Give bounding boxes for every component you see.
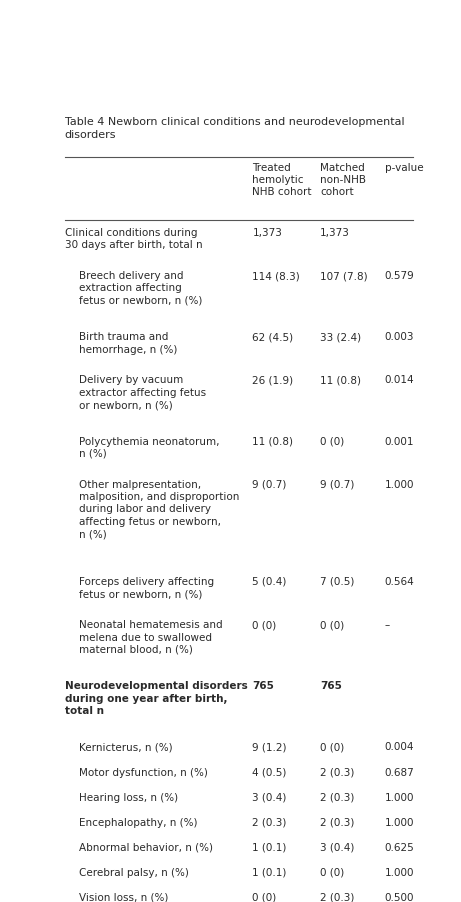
Text: 0.625: 0.625 xyxy=(384,842,414,851)
Text: Polycythemia neonatorum,
n (%): Polycythemia neonatorum, n (%) xyxy=(79,436,219,458)
Text: Clinical conditions during
30 days after birth, total n: Clinical conditions during 30 days after… xyxy=(65,227,202,250)
Text: 3 (0.4): 3 (0.4) xyxy=(320,842,355,851)
Text: 9 (0.7): 9 (0.7) xyxy=(252,479,287,489)
Text: 9 (0.7): 9 (0.7) xyxy=(320,479,355,489)
Text: 107 (7.8): 107 (7.8) xyxy=(320,271,368,281)
Text: 0.014: 0.014 xyxy=(384,375,414,385)
Text: 2 (0.3): 2 (0.3) xyxy=(320,792,355,802)
Text: 0.687: 0.687 xyxy=(384,767,414,777)
Text: 0.500: 0.500 xyxy=(384,892,414,902)
Text: 0.003: 0.003 xyxy=(384,332,414,342)
Text: 1.000: 1.000 xyxy=(384,792,414,802)
Text: 1,373: 1,373 xyxy=(320,227,350,238)
Text: Encephalopathy, n (%): Encephalopathy, n (%) xyxy=(79,816,198,826)
Text: Treated
hemolytic
NHB cohort: Treated hemolytic NHB cohort xyxy=(252,162,312,198)
Text: Kernicterus, n (%): Kernicterus, n (%) xyxy=(79,741,173,751)
Text: 5 (0.4): 5 (0.4) xyxy=(252,576,287,586)
Text: 0 (0): 0 (0) xyxy=(252,892,277,902)
Text: 4 (0.5): 4 (0.5) xyxy=(252,767,287,777)
Text: Cerebral palsy, n (%): Cerebral palsy, n (%) xyxy=(79,867,189,877)
Text: Neonatal hematemesis and
melena due to swallowed
maternal blood, n (%): Neonatal hematemesis and melena due to s… xyxy=(79,620,223,654)
Text: 0.001: 0.001 xyxy=(384,436,414,446)
Text: 765: 765 xyxy=(320,680,342,691)
Text: 1.000: 1.000 xyxy=(384,479,414,489)
Text: 0 (0): 0 (0) xyxy=(320,741,344,751)
Text: 62 (4.5): 62 (4.5) xyxy=(252,332,294,342)
Text: 7 (0.5): 7 (0.5) xyxy=(320,576,355,586)
Text: 0 (0): 0 (0) xyxy=(320,867,344,877)
Text: Table 4 Newborn clinical conditions and neurodevelopmental
disorders: Table 4 Newborn clinical conditions and … xyxy=(65,117,404,140)
Text: 33 (2.4): 33 (2.4) xyxy=(320,332,361,342)
Text: Abnormal behavior, n (%): Abnormal behavior, n (%) xyxy=(79,842,213,851)
Text: 0.579: 0.579 xyxy=(384,271,414,281)
Text: 0.004: 0.004 xyxy=(384,741,414,751)
Text: 0 (0): 0 (0) xyxy=(252,620,277,630)
Text: Delivery by vacuum
extractor affecting fetus
or newborn, n (%): Delivery by vacuum extractor affecting f… xyxy=(79,375,206,410)
Text: 9 (1.2): 9 (1.2) xyxy=(252,741,287,751)
Text: 3 (0.4): 3 (0.4) xyxy=(252,792,287,802)
Text: –: – xyxy=(384,620,390,630)
Text: 2 (0.3): 2 (0.3) xyxy=(320,816,355,826)
Text: Breech delivery and
extraction affecting
fetus or newborn, n (%): Breech delivery and extraction affecting… xyxy=(79,271,202,306)
Text: 1.000: 1.000 xyxy=(384,867,414,877)
Text: 2 (0.3): 2 (0.3) xyxy=(252,816,287,826)
Text: 1,373: 1,373 xyxy=(252,227,282,238)
Text: Other malpresentation,
malposition, and disproportion
during labor and delivery
: Other malpresentation, malposition, and … xyxy=(79,479,239,538)
Text: 2 (0.3): 2 (0.3) xyxy=(320,767,355,777)
Text: 26 (1.9): 26 (1.9) xyxy=(252,375,294,385)
Text: 2 (0.3): 2 (0.3) xyxy=(320,892,355,902)
Text: 0.564: 0.564 xyxy=(384,576,414,586)
Text: 1 (0.1): 1 (0.1) xyxy=(252,842,287,851)
Text: Vision loss, n (%): Vision loss, n (%) xyxy=(79,892,168,902)
Text: Neurodevelopmental disorders
during one year after birth,
total n: Neurodevelopmental disorders during one … xyxy=(65,680,248,715)
Text: 1.000: 1.000 xyxy=(384,816,414,826)
Text: 11 (0.8): 11 (0.8) xyxy=(320,375,361,385)
Text: 1 (0.1): 1 (0.1) xyxy=(252,867,287,877)
Text: 0 (0): 0 (0) xyxy=(320,620,344,630)
Text: 765: 765 xyxy=(252,680,274,691)
Text: Hearing loss, n (%): Hearing loss, n (%) xyxy=(79,792,178,802)
Text: Birth trauma and
hemorrhage, n (%): Birth trauma and hemorrhage, n (%) xyxy=(79,332,177,354)
Text: Matched
non-NHB
cohort: Matched non-NHB cohort xyxy=(320,162,366,198)
Text: 114 (8.3): 114 (8.3) xyxy=(252,271,300,281)
Text: 11 (0.8): 11 (0.8) xyxy=(252,436,293,446)
Text: p-value: p-value xyxy=(384,162,423,172)
Text: 0 (0): 0 (0) xyxy=(320,436,344,446)
Text: Motor dysfunction, n (%): Motor dysfunction, n (%) xyxy=(79,767,208,777)
Text: Forceps delivery affecting
fetus or newborn, n (%): Forceps delivery affecting fetus or newb… xyxy=(79,576,214,599)
